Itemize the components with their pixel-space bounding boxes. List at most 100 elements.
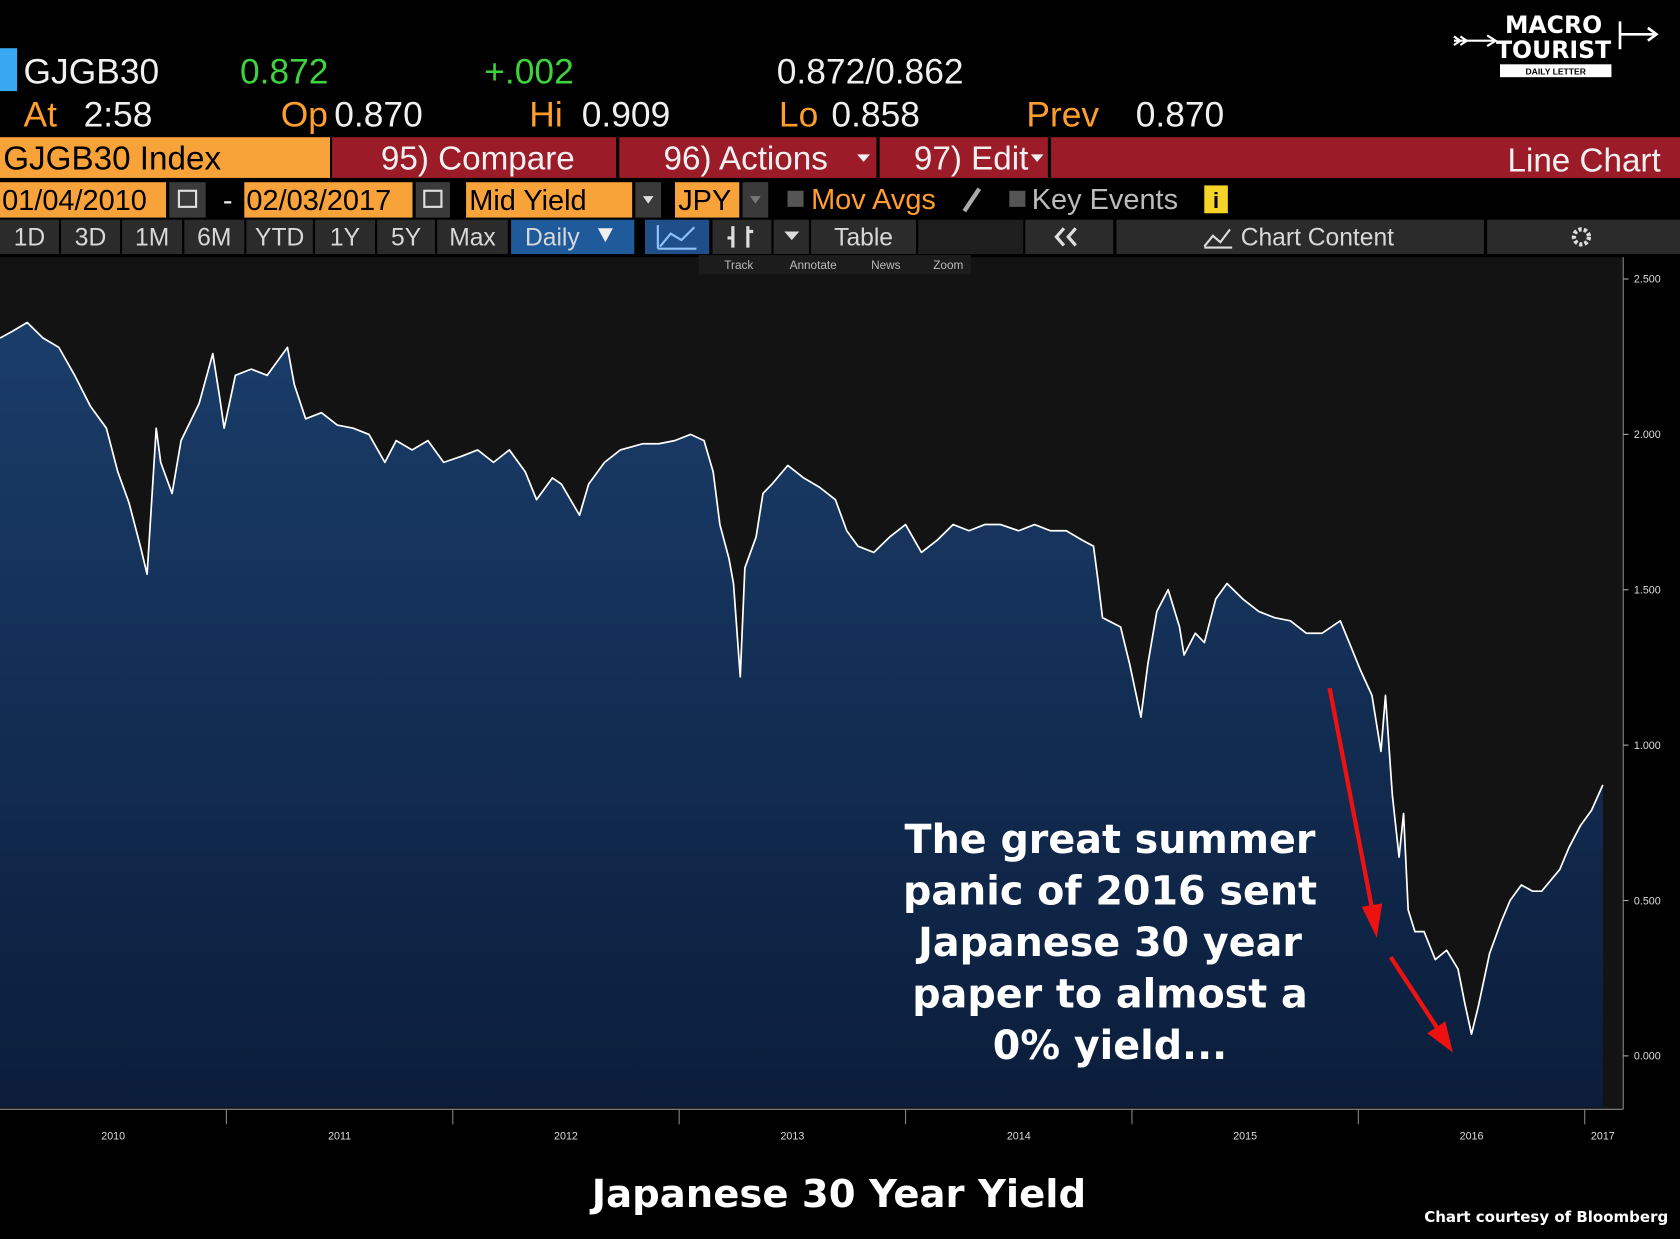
y-tick-label: 1.500 xyxy=(1634,584,1661,596)
menu-button[interactable] xyxy=(332,137,617,178)
bid-ask: 0.872/0.862 xyxy=(777,53,964,92)
period-button[interactable] xyxy=(437,219,508,255)
menu-button[interactable] xyxy=(619,137,877,178)
start-date-box[interactable] xyxy=(0,182,167,218)
table-button[interactable] xyxy=(811,219,917,255)
y-tick-label: 0.000 xyxy=(1634,1051,1661,1063)
credit: Chart courtesy of Bloomberg xyxy=(1424,1208,1668,1226)
x-tick-label: 2013 xyxy=(780,1130,804,1142)
quote-label: At xyxy=(24,95,58,134)
security: GJGB30 Index xyxy=(3,140,221,177)
option-label: Key Events xyxy=(1032,184,1178,216)
chart-content-icon xyxy=(1203,228,1233,249)
chart-title: Japanese 30 Year Yield xyxy=(589,1172,1086,1217)
logo: MACRO TOURIST DAILY LETTER xyxy=(1453,11,1659,78)
x-tick-label: 2012 xyxy=(554,1130,578,1142)
annotation-arrows xyxy=(1327,687,1453,1053)
mini-tool[interactable]: Track xyxy=(724,259,753,272)
calendar-button[interactable] xyxy=(169,182,206,218)
quote-label: Hi xyxy=(529,95,562,134)
y-tick-label: 0.500 xyxy=(1634,895,1661,907)
period-label: 5Y xyxy=(391,224,421,251)
start-date: 01/04/2010 xyxy=(2,185,147,217)
view-label: Line Chart xyxy=(1507,142,1660,179)
period-button[interactable] xyxy=(377,219,435,255)
calendar-button[interactable] xyxy=(415,182,450,218)
annotation-line: 0% yield... xyxy=(993,1023,1227,1069)
net-change: +.002 xyxy=(484,53,573,92)
logo-banner xyxy=(1500,64,1612,78)
security-box[interactable] xyxy=(0,137,330,178)
option-label: Mov Avgs xyxy=(811,184,936,216)
collapse-icon xyxy=(1054,227,1077,247)
quote-label: Lo xyxy=(779,95,818,134)
x-tick-label: 2010 xyxy=(101,1130,125,1142)
checkbox[interactable] xyxy=(787,190,804,207)
frequency-button[interactable] xyxy=(511,219,635,255)
settings-button[interactable] xyxy=(1487,219,1680,255)
logo-tagline: DAILY LETTER xyxy=(1526,66,1587,76)
bar-chart-icon xyxy=(727,226,754,248)
x-tick-label: 2011 xyxy=(328,1130,351,1142)
plot: 0.000 0.500 1.000 1.500 2.000 2.500 2010 2011 20… xyxy=(0,274,1661,1142)
menu-label: 95) Compare xyxy=(381,140,575,177)
period-button[interactable] xyxy=(61,219,120,255)
dropdown-arrow xyxy=(597,228,613,243)
arrow-shaft xyxy=(1327,687,1375,912)
logo-line: TOURIST xyxy=(1496,36,1611,64)
y-tick-label: 2.000 xyxy=(1634,429,1661,441)
checkbox[interactable] xyxy=(1009,190,1026,207)
logo-arrow xyxy=(1453,34,1498,47)
view-box xyxy=(1051,137,1680,178)
y-tick-label: 1.000 xyxy=(1634,740,1661,752)
chart-content-label: Chart Content xyxy=(1241,224,1394,251)
currency-box[interactable] xyxy=(675,182,740,218)
logo-line: MACRO xyxy=(1505,11,1602,39)
last-price: 0.872 xyxy=(240,53,328,92)
period-buttons: 1D 3D 1M 6M YTD 1Y 5Y Max xyxy=(0,219,508,255)
mini-tool[interactable]: Zoom xyxy=(933,259,963,272)
gear-icon xyxy=(1571,227,1592,247)
ticker: GJGB30 xyxy=(24,53,160,92)
period-button[interactable] xyxy=(122,219,183,255)
period-label: 6M xyxy=(197,224,231,251)
mini-tool[interactable]: Annotate xyxy=(790,259,838,272)
period-button[interactable] xyxy=(184,219,245,255)
field-box[interactable] xyxy=(466,182,633,218)
period-button[interactable] xyxy=(0,219,59,255)
end-date: 02/03/2017 xyxy=(246,185,391,217)
period-label: 1D xyxy=(14,224,45,251)
dropdown-arrow xyxy=(642,196,654,204)
dropdown-arrow xyxy=(784,231,800,241)
end-date-box[interactable] xyxy=(244,182,413,218)
x-tick-label: 2014 xyxy=(1007,1130,1031,1142)
menu-label: 97) Edit xyxy=(914,140,1028,177)
line xyxy=(0,321,1604,1036)
menu-button[interactable] xyxy=(879,137,1048,178)
x-tick-label: 2016 xyxy=(1460,1130,1484,1142)
bar-chart-button[interactable] xyxy=(712,219,772,255)
calendar-icon xyxy=(177,189,198,208)
y-tick-label: 2.500 xyxy=(1634,274,1661,286)
pencil-icon[interactable] xyxy=(962,187,982,213)
table-label: Table xyxy=(834,224,893,251)
annotation-line: The great summer xyxy=(905,817,1316,863)
dropdown-arrow xyxy=(1030,154,1044,162)
period-button[interactable] xyxy=(246,219,313,255)
mini-toolbar xyxy=(698,255,971,275)
focus-marker xyxy=(0,48,18,92)
dropdown-arrow xyxy=(750,196,761,204)
period-button[interactable] xyxy=(315,219,375,255)
menu-label: 96) Actions xyxy=(664,140,828,177)
info-button[interactable] xyxy=(1204,185,1228,214)
area-fill xyxy=(0,322,1603,1108)
mini-tool[interactable]: News xyxy=(871,259,901,272)
logo-arrow xyxy=(1618,21,1659,50)
annotation-line: paper to almost a xyxy=(912,971,1307,1017)
annotation: The great summer panic of 2016 sent Japane… xyxy=(903,817,1317,1069)
quote-value: 0.870 xyxy=(1136,95,1224,134)
quote-value: 0.858 xyxy=(831,95,919,134)
chart-content-button[interactable] xyxy=(1116,219,1484,255)
